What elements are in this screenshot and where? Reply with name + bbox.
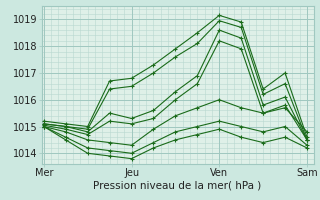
X-axis label: Pression niveau de la mer( hPa ): Pression niveau de la mer( hPa ) [93,181,262,191]
